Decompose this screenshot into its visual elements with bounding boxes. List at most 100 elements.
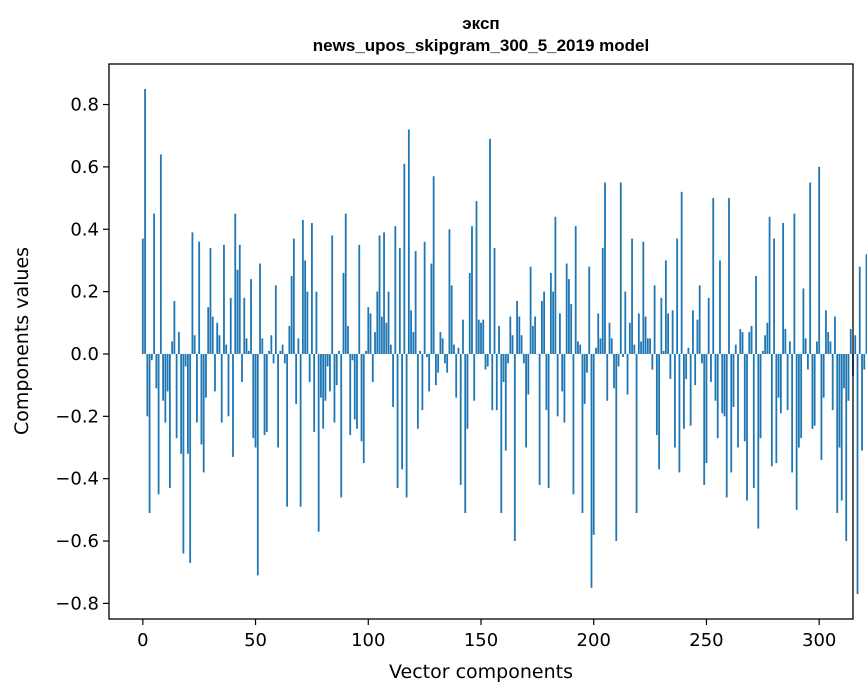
bar <box>813 353 816 426</box>
bar <box>570 304 573 354</box>
bar <box>286 353 289 507</box>
bar <box>800 353 803 439</box>
bar <box>270 335 273 354</box>
bar <box>847 353 850 401</box>
bar <box>268 350 270 354</box>
bar <box>563 353 566 423</box>
bar <box>545 353 548 411</box>
bar <box>164 353 167 423</box>
bar <box>752 353 755 489</box>
bar <box>430 263 433 354</box>
bar <box>250 279 252 354</box>
bar <box>692 310 694 354</box>
bar <box>671 310 674 354</box>
bar <box>236 269 239 354</box>
x-tick-label: 100 <box>351 630 385 651</box>
bar <box>574 226 577 354</box>
bar <box>500 353 503 513</box>
bar <box>241 353 243 383</box>
bar <box>714 353 717 401</box>
bar <box>818 166 821 354</box>
bar <box>180 353 183 454</box>
bar <box>353 353 356 420</box>
bar <box>843 353 845 389</box>
bar <box>196 353 198 423</box>
bar <box>820 353 823 460</box>
bar <box>608 322 611 354</box>
bar <box>590 353 593 588</box>
bar <box>757 353 760 529</box>
bar <box>187 353 189 454</box>
x-tick-label: 250 <box>689 630 723 651</box>
bar <box>565 263 568 354</box>
bar <box>646 338 649 354</box>
bar <box>247 350 250 354</box>
bar <box>660 297 663 354</box>
bar <box>773 238 775 354</box>
y-tick-label: −0.4 <box>55 469 99 490</box>
bar <box>153 213 155 354</box>
bar <box>448 229 451 354</box>
bar <box>795 353 798 510</box>
bar <box>243 297 246 354</box>
bar <box>175 353 178 439</box>
bar <box>861 353 863 451</box>
bar <box>716 353 719 439</box>
bar <box>811 353 814 429</box>
bar <box>281 344 284 354</box>
bar <box>658 353 661 470</box>
bar <box>822 353 825 398</box>
bar <box>779 353 782 414</box>
bar <box>218 335 221 354</box>
bar <box>245 338 248 354</box>
bar <box>155 353 158 389</box>
bar <box>263 353 266 436</box>
bar <box>586 353 588 373</box>
bar <box>849 329 852 354</box>
bar <box>198 241 201 354</box>
bar <box>324 353 327 401</box>
bar <box>775 353 778 464</box>
bar <box>816 341 818 354</box>
bar <box>613 353 615 389</box>
bar <box>644 316 647 354</box>
bar <box>173 300 176 354</box>
bar <box>378 235 381 354</box>
bar <box>556 353 559 417</box>
bar <box>766 322 769 354</box>
bar <box>664 260 667 354</box>
bar <box>315 291 318 354</box>
bar <box>759 353 762 439</box>
bar <box>326 353 329 367</box>
bar <box>705 353 708 464</box>
bar <box>793 213 796 354</box>
bar <box>367 307 370 354</box>
bar <box>840 353 843 501</box>
bar <box>739 329 742 354</box>
bar <box>572 353 575 495</box>
bar <box>200 353 203 445</box>
bar <box>719 260 721 354</box>
bar <box>489 138 491 354</box>
bar <box>836 353 839 513</box>
bar <box>159 154 162 354</box>
bar <box>504 353 507 451</box>
bar <box>678 353 681 473</box>
bar <box>746 353 748 501</box>
x-tick-label: 200 <box>577 630 611 651</box>
bar <box>166 353 169 392</box>
bar <box>220 353 223 423</box>
bar <box>522 353 525 364</box>
bar <box>834 316 836 354</box>
bar <box>538 353 541 485</box>
bar <box>288 325 291 354</box>
bar <box>777 353 780 398</box>
bar <box>459 353 462 485</box>
bar <box>701 353 703 364</box>
bar <box>396 353 399 489</box>
bar <box>797 353 800 448</box>
bar <box>484 353 487 370</box>
bar <box>405 353 408 498</box>
bar <box>401 353 403 470</box>
bar <box>543 291 546 354</box>
